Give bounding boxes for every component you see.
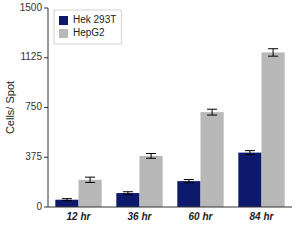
bars <box>55 49 284 207</box>
y-tick-label: 0 <box>36 201 42 212</box>
error-cap <box>123 191 133 192</box>
error-cap <box>85 182 95 183</box>
error-bar <box>62 199 72 201</box>
bar <box>116 193 139 207</box>
error-cap <box>62 198 72 199</box>
legend: Hek 293T HepG2 <box>54 10 121 44</box>
x-axis: 12 hr 36 hr 60 hr 84 hr <box>67 211 275 222</box>
bar <box>79 180 102 207</box>
legend-label: HepG2 <box>73 27 105 38</box>
error-cap <box>184 179 194 180</box>
bar <box>177 181 200 207</box>
bar <box>140 156 163 207</box>
series <box>79 49 285 207</box>
error-cap <box>146 153 156 154</box>
y-tick <box>44 8 48 9</box>
bar <box>201 112 224 207</box>
error-bar <box>123 192 133 195</box>
error-line <box>90 177 91 182</box>
legend-swatch <box>59 29 68 38</box>
error-bar <box>268 49 278 56</box>
error-line <box>249 151 250 155</box>
error-cap <box>245 150 255 151</box>
error-line <box>212 109 213 115</box>
legend-frame <box>54 10 121 44</box>
error-cap <box>62 200 72 201</box>
y-tick <box>44 157 48 158</box>
error-cap <box>207 109 217 110</box>
y-tick-label: 1500 <box>20 2 43 13</box>
y-tick <box>44 207 48 208</box>
error-bar <box>207 109 217 115</box>
error-cap <box>245 154 255 155</box>
y-tick <box>44 57 48 58</box>
bar <box>238 153 261 207</box>
x-tick-label: 12 hr <box>67 211 92 222</box>
x-axis-line <box>48 207 292 208</box>
page: {"chart_data": {"type": "bar", "categori… <box>0 0 300 229</box>
error-cap <box>85 177 95 178</box>
x-tick-label: 36 hr <box>128 211 153 222</box>
bar <box>262 52 285 207</box>
y-tick <box>44 107 48 108</box>
y-tick-label: 1125 <box>20 51 42 62</box>
error-cap <box>268 56 278 57</box>
bar <box>55 200 78 207</box>
series <box>55 151 261 207</box>
error-line <box>151 154 152 159</box>
legend-label: Hek 293T <box>73 14 116 25</box>
error-line <box>273 49 274 56</box>
x-tick-label: 84 hr <box>250 211 275 222</box>
x-tick-label: 60 hr <box>189 211 214 222</box>
y-tick-label: 375 <box>25 151 42 162</box>
y-axis: 0 375 750 1125 1500 <box>20 2 48 212</box>
error-cap <box>123 194 133 195</box>
error-bar <box>146 154 156 159</box>
y-tick-label: 750 <box>25 101 42 112</box>
error-cap <box>268 48 278 49</box>
chart-svg: 0 375 750 1125 1500 Cells/ Spot 12 hr 36 hr 60 h… <box>0 0 300 229</box>
error-cap <box>146 158 156 159</box>
error-bar <box>85 177 95 182</box>
legend-swatch <box>59 16 68 25</box>
error-bar <box>184 180 194 183</box>
error-cap <box>207 115 217 116</box>
error-bar <box>245 151 255 155</box>
y-axis-line <box>48 8 49 207</box>
y-axis-label: Cells/ Spot <box>4 81 16 134</box>
error-cap <box>184 182 194 183</box>
chart-container: 0 375 750 1125 1500 Cells/ Spot 12 hr 36 hr 60 h… <box>0 0 300 229</box>
